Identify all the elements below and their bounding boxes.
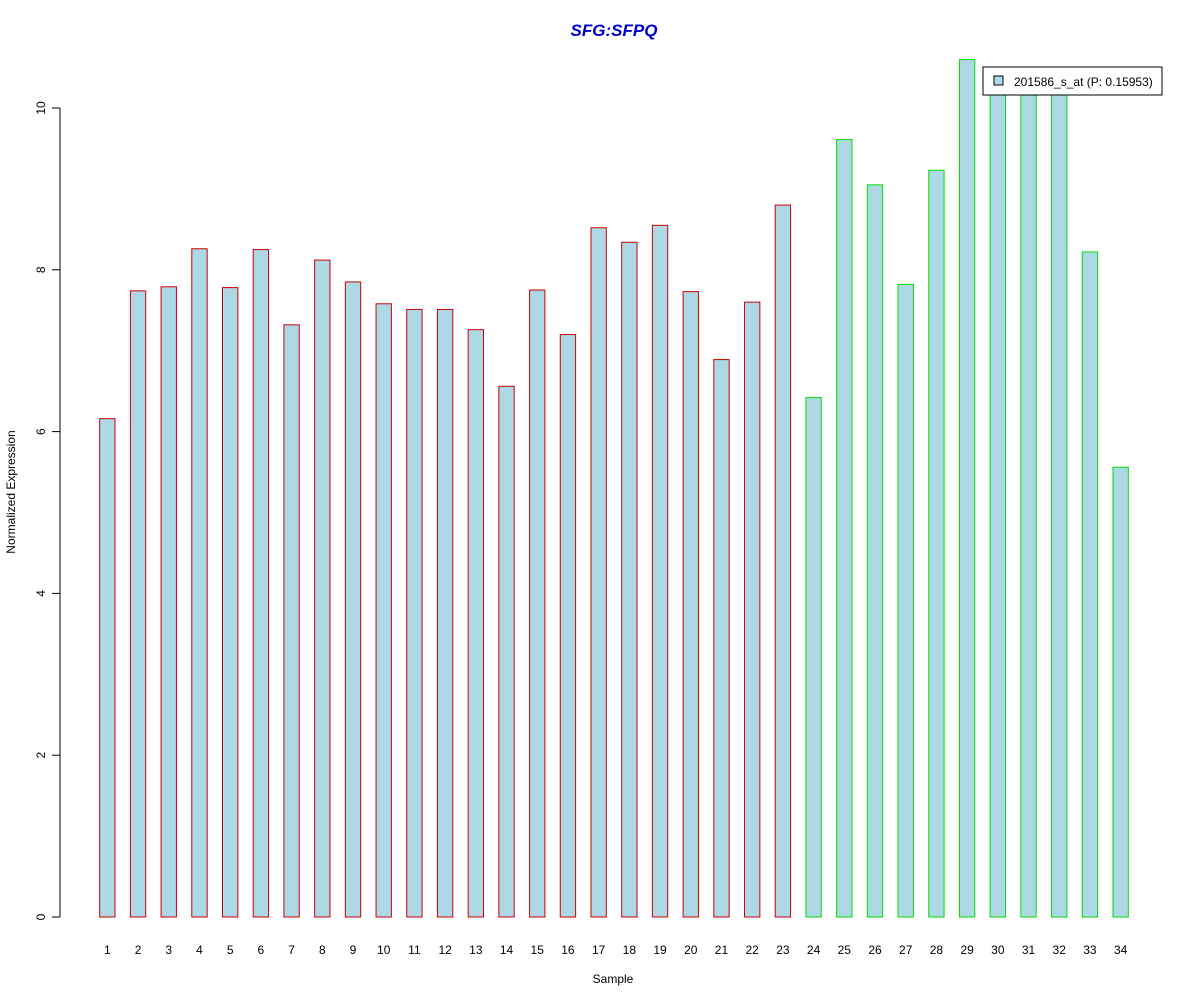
x-tick-label: 29 (960, 943, 974, 957)
x-tick-label: 20 (684, 943, 698, 957)
x-tick-labels: 1 2 3 4 5 6 7 8 9 10 11 12 13 14 15 16 17 18 19 20 21 22 23 24 2… (104, 943, 1128, 957)
bar-sample-29 (958, 58, 976, 918)
bar-sample-10 (375, 303, 392, 918)
x-tick-label: 11 (408, 943, 421, 957)
bar-sample-27 (897, 283, 914, 918)
x-tick-label: 4 (196, 943, 203, 957)
x-tick-label: 1 (104, 943, 111, 957)
legend-box (982, 66, 1163, 96)
y-tick-label: 6 (34, 428, 48, 435)
bar-sample-30 (989, 91, 1006, 918)
bar-sample-25 (836, 139, 853, 918)
x-tick-label: 13 (469, 943, 483, 957)
x-tick-label: 34 (1114, 943, 1128, 957)
bar-sample-9 (344, 281, 362, 918)
y-tick-label: 8 (34, 266, 48, 273)
y-tick-label: 4 (34, 590, 48, 597)
bar-sample-15 (529, 289, 546, 918)
y-axis-label: Normalized Expression (4, 430, 18, 553)
x-tick-label: 26 (868, 943, 882, 957)
x-tick-label: 32 (1053, 943, 1067, 957)
bar-sample-13 (467, 329, 485, 918)
bar-sample-19 (651, 224, 669, 918)
x-tick-label: 8 (319, 943, 326, 957)
bar-sample-3 (160, 286, 177, 918)
bar-sample-20 (682, 291, 699, 918)
x-tick-label: 10 (377, 943, 391, 957)
bars (99, 58, 1129, 918)
bar-sample-26 (866, 184, 884, 918)
bar-sample-1 (99, 418, 116, 918)
x-tick-label: 15 (531, 943, 545, 957)
x-tick-label: 12 (438, 943, 452, 957)
legend: 201586_s_at (P: 0.15953) (982, 66, 1163, 96)
bar-sample-18 (621, 241, 638, 918)
bar-sample-32 (1051, 91, 1068, 918)
bar-sample-31 (1020, 91, 1037, 918)
bar-sample-8 (314, 259, 331, 918)
legend-swatch (993, 75, 1004, 86)
x-tick-label: 25 (838, 943, 852, 957)
bar-sample-12 (436, 308, 454, 918)
x-tick-label: 6 (258, 943, 265, 957)
bar-sample-22 (744, 301, 761, 918)
x-tick-label: 2 (135, 943, 142, 957)
bar-sample-17 (590, 227, 607, 918)
x-tick-label: 5 (227, 943, 234, 957)
x-tick-label: 33 (1083, 943, 1097, 957)
bar-sample-16 (559, 334, 577, 918)
x-tick-label: 23 (776, 943, 790, 957)
x-tick-label: 28 (930, 943, 944, 957)
bar-sample-21 (713, 359, 730, 918)
x-tick-label: 24 (807, 943, 821, 957)
x-tick-label: 16 (561, 943, 575, 957)
bar-sample-28 (928, 169, 945, 918)
bar-sample-6 (252, 249, 270, 918)
y-ticks: 0 2 4 6 8 10 (34, 101, 60, 920)
x-tick-label: 31 (1022, 943, 1036, 957)
x-tick-label: 3 (165, 943, 172, 957)
x-tick-label: 30 (991, 943, 1005, 957)
bar-sample-24 (805, 397, 822, 918)
bar-sample-23 (774, 204, 792, 918)
chart-title: SFG:SFPQ (571, 21, 658, 40)
x-tick-label: 19 (653, 943, 667, 957)
bar-sample-2 (129, 290, 147, 918)
x-tick-label: 9 (350, 943, 357, 957)
x-tick-label: 17 (592, 943, 606, 957)
y-tick-label: 0 (34, 913, 48, 920)
x-tick-label: 14 (500, 943, 514, 957)
bar-sample-14 (498, 385, 515, 918)
x-tick-label: 21 (715, 943, 729, 957)
x-tick-label: 18 (623, 943, 637, 957)
bar-sample-5 (222, 287, 239, 918)
x-tick-label: 22 (745, 943, 759, 957)
bar-sample-33 (1081, 251, 1099, 918)
x-tick-label: 7 (288, 943, 295, 957)
x-tick-label: 27 (899, 943, 913, 957)
x-axis-label: Sample (593, 972, 634, 986)
y-tick-label: 2 (34, 752, 48, 759)
legend-label: 201586_s_at (P: 0.15953) (1014, 75, 1153, 89)
bar-sample-7 (283, 324, 300, 918)
bar-sample-34 (1112, 466, 1129, 918)
y-tick-label: 10 (34, 101, 48, 115)
bar-sample-4 (191, 248, 208, 918)
bar-sample-11 (406, 308, 423, 918)
